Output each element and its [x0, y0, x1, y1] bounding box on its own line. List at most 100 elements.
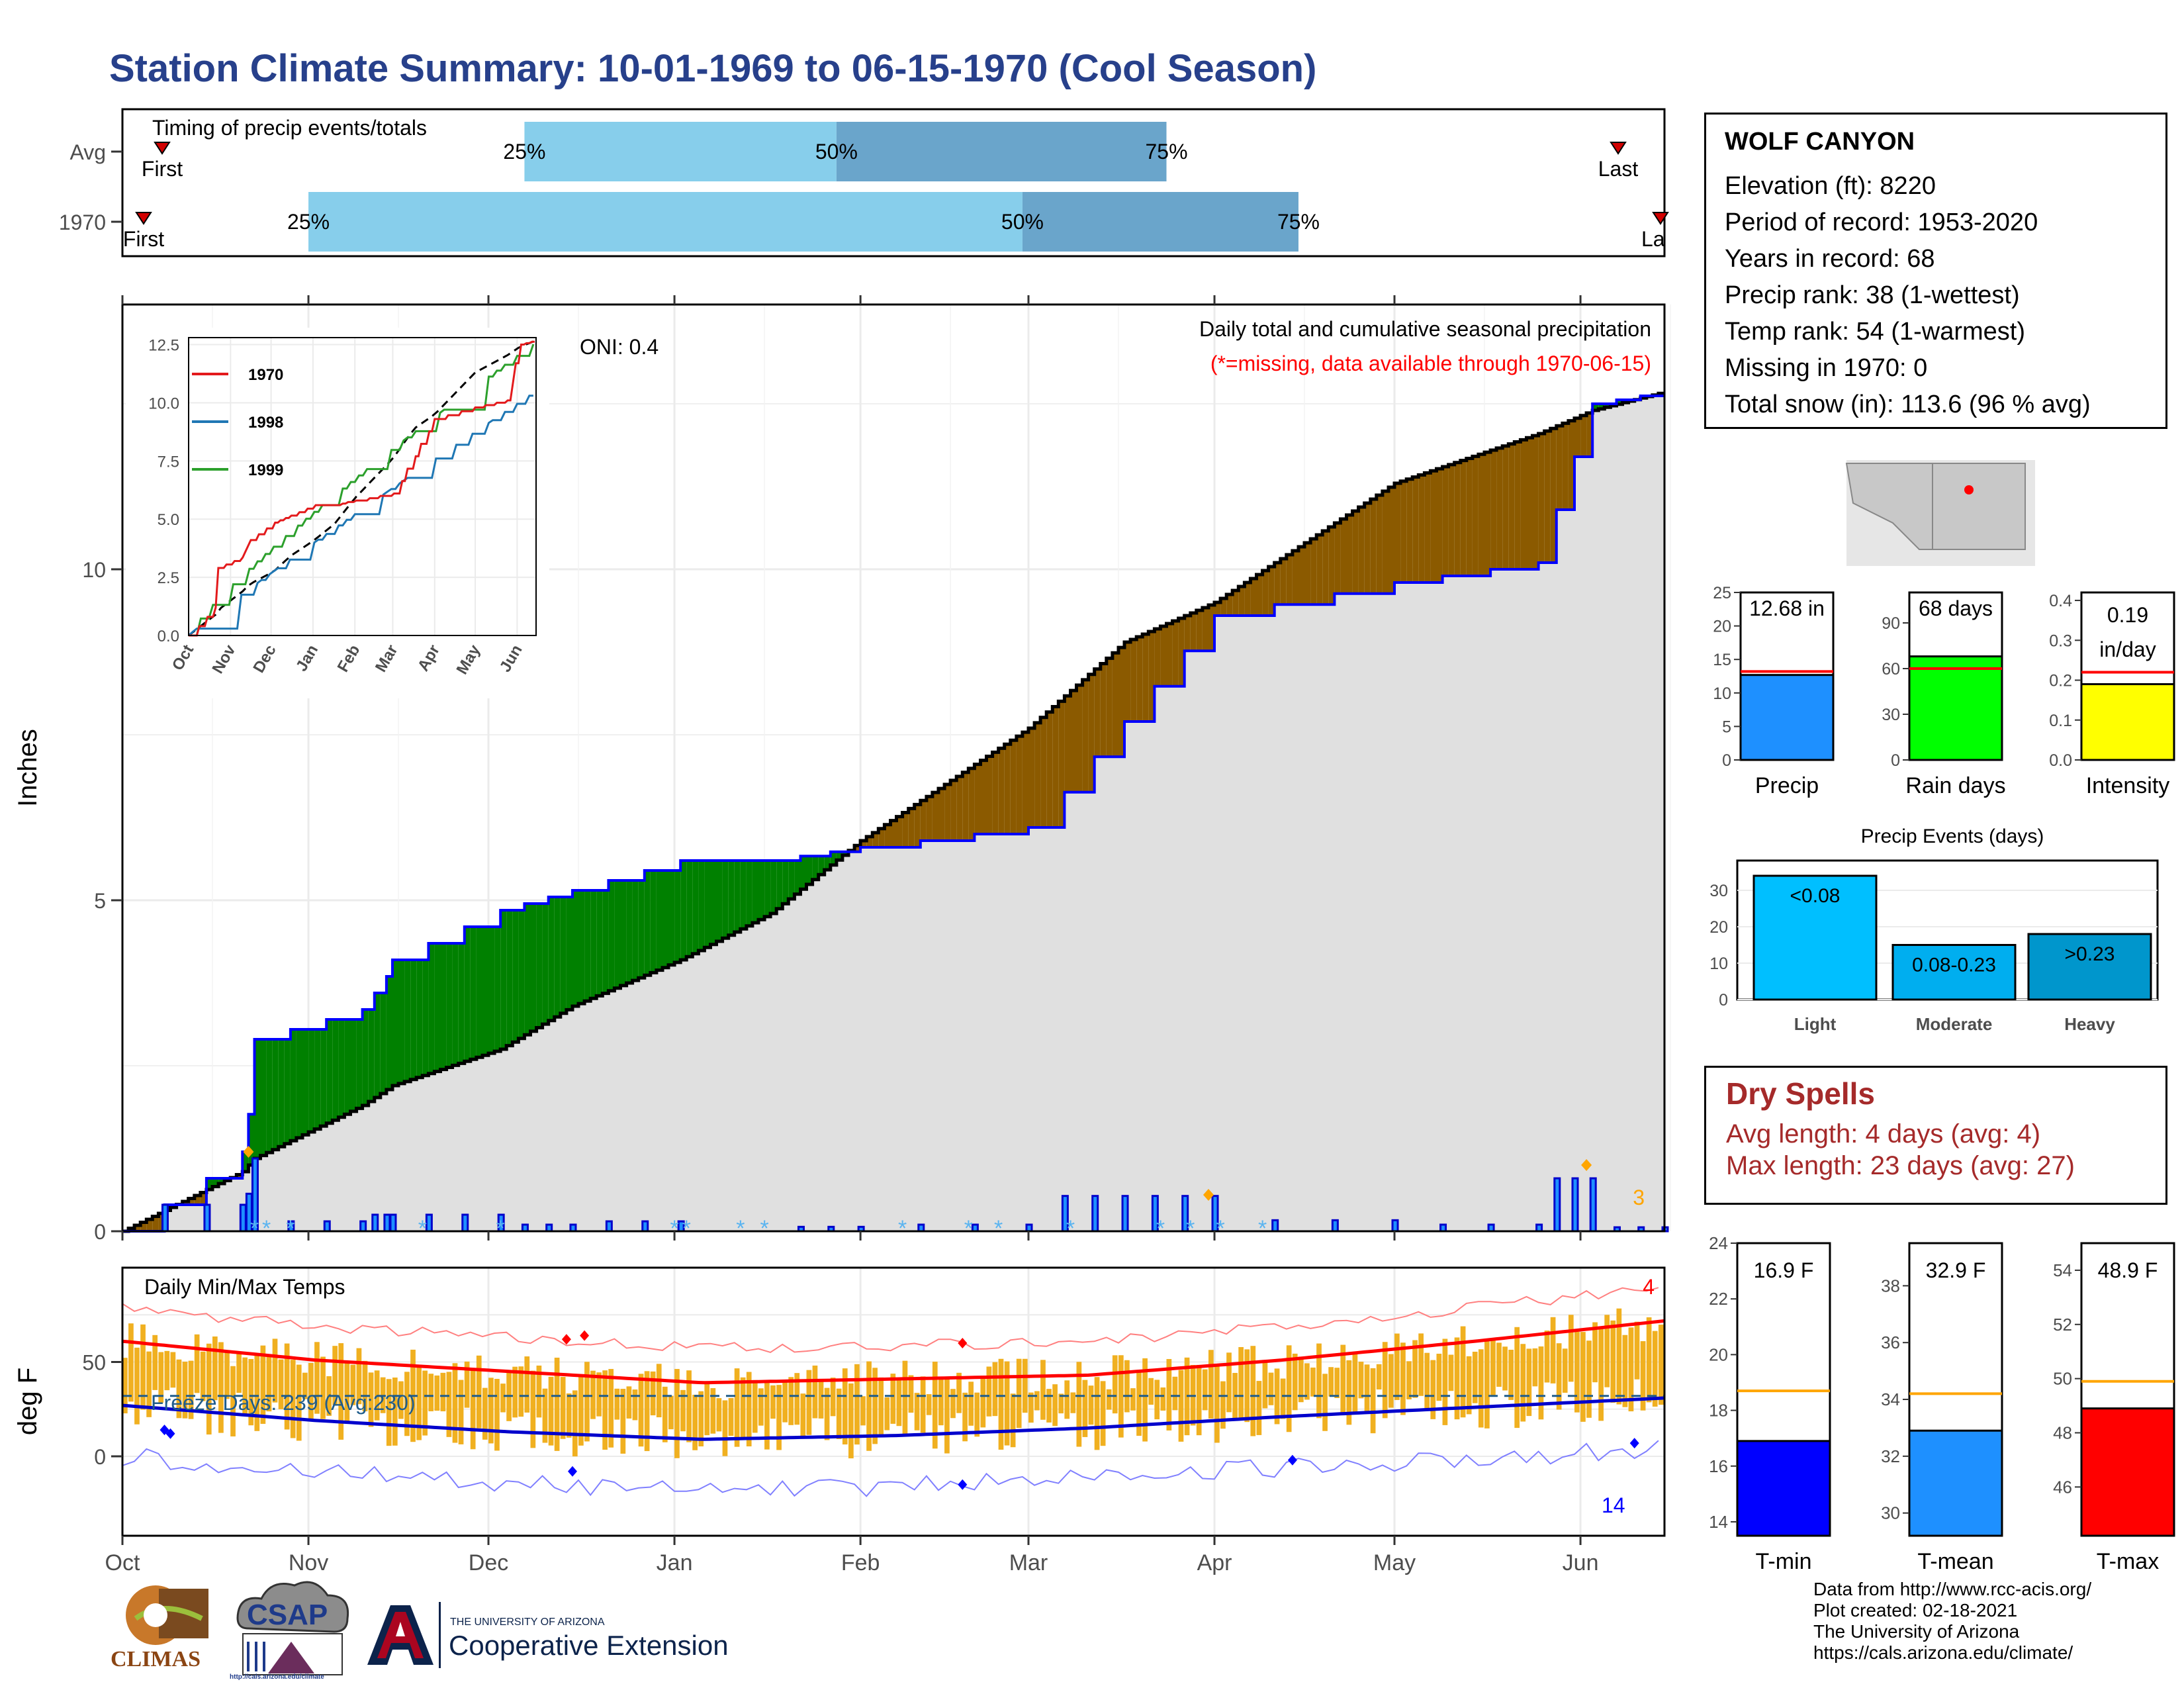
station-location-dot [1964, 485, 1974, 494]
precip-above-avg-fill [722, 861, 729, 939]
daily-temp-bar [836, 1388, 842, 1439]
summary-y-tick-label: 0.3 [2049, 632, 2072, 650]
precip-below-avg-fill [1328, 527, 1335, 605]
precip-below-avg-fill [896, 816, 903, 847]
timing-bar-50-75 [836, 122, 1167, 181]
precip-above-avg-fill [440, 943, 447, 1070]
daily-temp-bar [584, 1362, 590, 1442]
precip-below-avg-fill [1160, 626, 1167, 686]
precip-above-avg-fill [386, 976, 392, 1090]
timing-last-marker [1652, 212, 1669, 225]
daily-temp-bar [242, 1357, 248, 1415]
daily-precip-bar [389, 1213, 397, 1233]
daily-temp-bar [980, 1376, 986, 1428]
daily-temp-bar [794, 1373, 800, 1425]
precip-below-avg-fill [1244, 583, 1251, 616]
daily-precip-bar [323, 1220, 331, 1233]
daily-temp-bar [1520, 1344, 1526, 1422]
precip-above-avg-fill [308, 1029, 315, 1132]
precip-above-avg-fill [554, 897, 561, 1017]
precip-above-avg-fill [716, 861, 723, 941]
daily-temp-bar [1172, 1376, 1178, 1411]
summary-y-tick-label: 30 [1882, 706, 1900, 724]
precip-below-avg-fill [1376, 495, 1383, 594]
precip-above-avg-fill [686, 861, 693, 957]
daily-precip-bar [641, 1220, 649, 1233]
precip-below-avg-fill [1100, 663, 1107, 757]
daily-temp-bar [1082, 1380, 1088, 1437]
daily-temp-bar [752, 1380, 758, 1433]
daily-temp-bar [1268, 1372, 1274, 1405]
daily-temp-bar [1394, 1333, 1400, 1400]
daily-temp-bar [788, 1377, 794, 1425]
daily-temp-bar [668, 1395, 674, 1430]
temp-summary-y-tick-label: 16 [1709, 1456, 1728, 1476]
precip-below-avg-fill [1310, 539, 1317, 605]
summary-y-tick-label: 15 [1713, 651, 1731, 669]
precip-below-avg-fill [1142, 634, 1149, 722]
daily-temp-bar [536, 1365, 542, 1418]
summary-y-tick-label: 90 [1882, 614, 1900, 633]
record-low-count: 14 [1602, 1493, 1625, 1517]
daily-temp-bar [230, 1366, 236, 1436]
daily-temp-bar [1262, 1361, 1268, 1409]
precip-below-avg-fill [1118, 647, 1124, 757]
precip-above-avg-fill [806, 856, 813, 884]
daily-temp-bar [476, 1355, 482, 1429]
precip-below-avg-fill [1172, 621, 1179, 686]
daily-temp-bar [1130, 1388, 1136, 1411]
daily-temp-bar [1502, 1346, 1508, 1391]
daily-temp-bar [566, 1393, 572, 1438]
daily-temp-bar [1334, 1368, 1340, 1398]
events-bar-label: 0.08-0.23 [1912, 955, 1996, 976]
snow-marker: * [1156, 1216, 1165, 1241]
daily-temp-bar [842, 1368, 848, 1445]
snow-marker: * [682, 1216, 691, 1241]
daily-temp-bar [236, 1354, 242, 1393]
daily-temp-bar [1490, 1338, 1496, 1395]
record-high-marker [561, 1334, 571, 1345]
temp-summary-bar-label: T-min [1756, 1549, 1812, 1574]
daily-temp-bar [1472, 1351, 1478, 1403]
timing-first-label: First [123, 227, 164, 251]
summary-y-tick-label: 5 [1722, 718, 1731, 736]
daily-temp-bar [152, 1335, 158, 1390]
precip-below-avg-fill [1166, 624, 1173, 686]
precip-above-avg-fill [410, 960, 417, 1080]
precip-above-avg-fill [278, 1039, 285, 1147]
precip-below-avg-fill [1388, 487, 1394, 594]
station-elevation: Elevation (ft): 8220 [1725, 172, 1936, 200]
daily-temp-bar [896, 1378, 902, 1427]
temp-summary-value-label: 16.9 F [1754, 1258, 1814, 1282]
daily-temp-bar [1442, 1338, 1448, 1425]
precip-1970-cumulative-line [122, 395, 1664, 1233]
precip-above-avg-fill [260, 1039, 267, 1156]
timing-row-label: 1970 [59, 211, 106, 234]
daily-temp-bar [998, 1358, 1004, 1450]
summary-bar [1908, 655, 2003, 761]
precip-below-avg-fill [980, 760, 987, 834]
daily-temp-bar [320, 1356, 326, 1419]
daily-temp-bar [1556, 1343, 1562, 1410]
precip-below-avg-fill [1058, 701, 1065, 827]
summary-y-tick-label: 20 [1713, 618, 1731, 636]
precip-above-avg-fill [524, 904, 531, 1035]
precip-above-avg-fill [548, 897, 555, 1021]
precip-below-avg-fill [932, 792, 938, 841]
daily-temp-bar [1526, 1348, 1532, 1417]
precip-above-avg-fill [254, 1039, 261, 1158]
inset-avg-line [188, 340, 535, 637]
precip-above-avg-fill [782, 861, 789, 904]
daily-temp-bar [452, 1363, 458, 1443]
month-label: Mar [1009, 1550, 1048, 1575]
inset-bg [126, 328, 549, 698]
daily-temp-bar [1052, 1384, 1058, 1427]
temp-title: Daily Min/Max Temps [144, 1275, 345, 1299]
precip-above-avg-fill [542, 904, 549, 1025]
events-bar [1891, 944, 2017, 1001]
precip-below-avg-fill [1196, 610, 1203, 651]
snow-marker: * [1216, 1216, 1224, 1241]
daily-temp-bar [128, 1323, 134, 1402]
summary-y-tick-label: 25 [1713, 584, 1731, 602]
precip-above-avg-fill [728, 861, 735, 935]
